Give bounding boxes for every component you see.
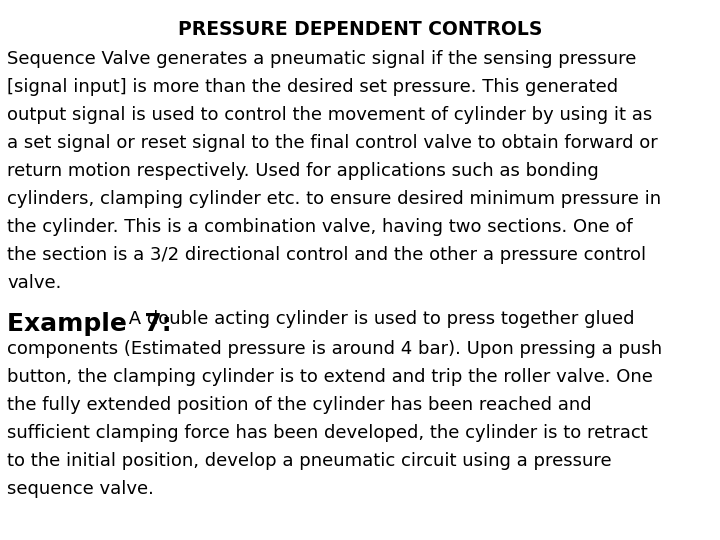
Text: the fully extended position of the cylinder has been reached and: the fully extended position of the cylin… (7, 396, 592, 414)
Text: PRESSURE DEPENDENT CONTROLS: PRESSURE DEPENDENT CONTROLS (178, 20, 542, 39)
Text: a set signal or reset signal to the final control valve to obtain forward or: a set signal or reset signal to the fina… (7, 134, 658, 152)
Text: sufficient clamping force has been developed, the cylinder is to retract: sufficient clamping force has been devel… (7, 424, 648, 442)
Text: return motion respectively. Used for applications such as bonding: return motion respectively. Used for app… (7, 162, 599, 180)
Text: Sequence Valve generates a pneumatic signal if the sensing pressure: Sequence Valve generates a pneumatic sig… (7, 50, 636, 68)
Text: [signal input] is more than the desired set pressure. This generated: [signal input] is more than the desired … (7, 78, 618, 96)
Text: to the initial position, develop a pneumatic circuit using a pressure: to the initial position, develop a pneum… (7, 452, 611, 470)
Text: output signal is used to control the movement of cylinder by using it as: output signal is used to control the mov… (7, 106, 652, 124)
Text: components (Estimated pressure is around 4 bar). Upon pressing a push: components (Estimated pressure is around… (7, 340, 662, 358)
Text: Example  7:: Example 7: (7, 312, 171, 336)
Text: valve.: valve. (7, 274, 61, 292)
Text: A double acting cylinder is used to press together glued: A double acting cylinder is used to pres… (123, 310, 634, 328)
Text: button, the clamping cylinder is to extend and trip the roller valve. One: button, the clamping cylinder is to exte… (7, 368, 653, 386)
Text: the section is a 3/2 directional control and the other a pressure control: the section is a 3/2 directional control… (7, 246, 646, 264)
Text: the cylinder. This is a combination valve, having two sections. One of: the cylinder. This is a combination valv… (7, 218, 633, 236)
Text: sequence valve.: sequence valve. (7, 480, 154, 498)
Text: cylinders, clamping cylinder etc. to ensure desired minimum pressure in: cylinders, clamping cylinder etc. to ens… (7, 190, 661, 208)
